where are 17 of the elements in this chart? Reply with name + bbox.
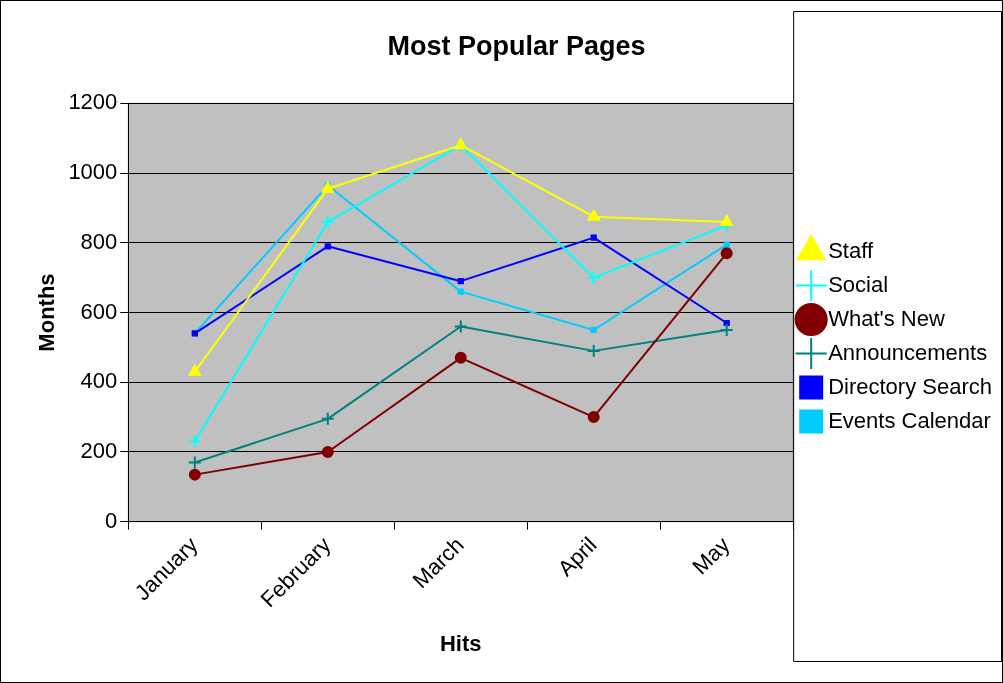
legend-label: Staff: [828, 237, 874, 263]
y-tick-label: 0: [105, 507, 118, 533]
x-tick-label: May: [687, 532, 735, 580]
legend-label: Directory Search: [828, 373, 993, 399]
y-axis-title: Months: [34, 273, 60, 352]
legend-label: Social: [828, 271, 889, 297]
y-tick-label: 400: [80, 368, 118, 394]
x-axis-title: Hits: [439, 630, 482, 656]
y-tick-label: 200: [80, 438, 118, 464]
y-tick-label: 1000: [68, 159, 118, 185]
chart-title: Most Popular Pages: [387, 30, 646, 61]
legend-label: Events Calendar: [828, 407, 991, 433]
y-tick-label: 600: [80, 298, 118, 324]
y-tick-label: 1200: [68, 89, 118, 115]
legend-label: What's New: [828, 305, 945, 331]
legend-label: Announcements: [828, 339, 988, 365]
y-tick-label: 800: [80, 228, 118, 254]
